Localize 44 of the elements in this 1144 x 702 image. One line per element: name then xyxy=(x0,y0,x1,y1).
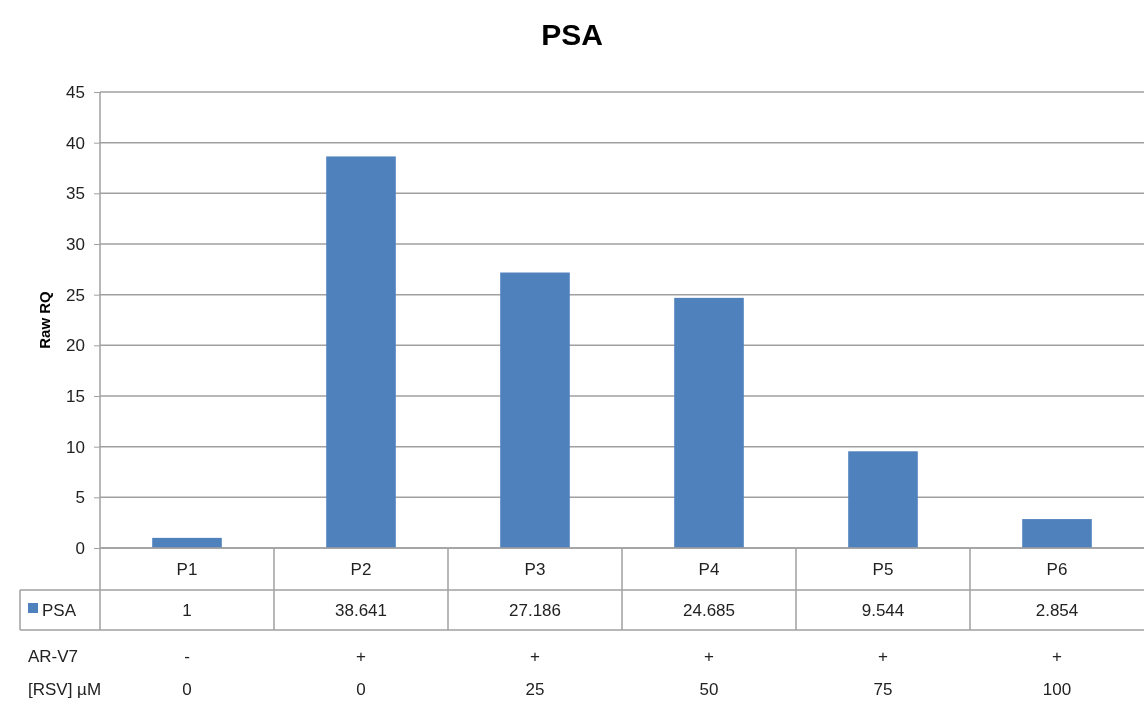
text: + xyxy=(878,647,889,666)
x-tick-label: P6 xyxy=(1046,560,1068,579)
bar xyxy=(500,272,570,548)
y-tick-label: 35 xyxy=(66,184,85,204)
bar xyxy=(848,451,918,548)
text: 0 xyxy=(182,680,192,699)
text: + xyxy=(1052,647,1063,666)
data-label: 27.186 xyxy=(509,601,561,620)
chart-title: PSA xyxy=(541,18,603,51)
data-label: 24.685 xyxy=(683,601,735,620)
y-tick-label: 5 xyxy=(75,488,85,508)
text: + xyxy=(356,647,367,666)
data-label: 1 xyxy=(182,601,192,620)
y-tick-label: 25 xyxy=(66,285,85,305)
y-tick-label: 0 xyxy=(75,538,85,558)
text: AR-V7 xyxy=(28,647,79,666)
y-tick-label: 30 xyxy=(66,234,85,254)
y-tick-label: 20 xyxy=(66,336,85,356)
x-tick-label: P3 xyxy=(524,560,546,579)
bar xyxy=(674,297,744,548)
bar xyxy=(1022,519,1092,548)
data-label: 38.641 xyxy=(335,601,387,620)
text: + xyxy=(530,647,541,666)
text: 100 xyxy=(1042,680,1072,699)
data-label: 9.544 xyxy=(861,601,905,620)
x-tick-label: P5 xyxy=(872,560,894,579)
x-tick-label: P2 xyxy=(350,560,372,579)
y-tick-label: 40 xyxy=(66,133,85,153)
y-axis-title: Raw RQ xyxy=(36,290,53,349)
y-tick-label: 45 xyxy=(66,82,85,102)
text: 50 xyxy=(699,680,719,699)
text: + xyxy=(704,647,715,666)
text: 25 xyxy=(525,680,545,699)
text: 0 xyxy=(356,680,366,699)
y-tick-label: 10 xyxy=(66,437,85,457)
text: - xyxy=(184,647,190,666)
bar xyxy=(326,156,396,548)
y-tick-label: 15 xyxy=(66,386,85,406)
x-tick-label: P1 xyxy=(176,560,198,579)
legend-label: PSA xyxy=(42,601,77,620)
text: [RSV] µM xyxy=(28,680,102,699)
data-label: 2.854 xyxy=(1035,601,1079,620)
x-tick-label: P4 xyxy=(698,560,720,579)
text: 75 xyxy=(873,680,893,699)
